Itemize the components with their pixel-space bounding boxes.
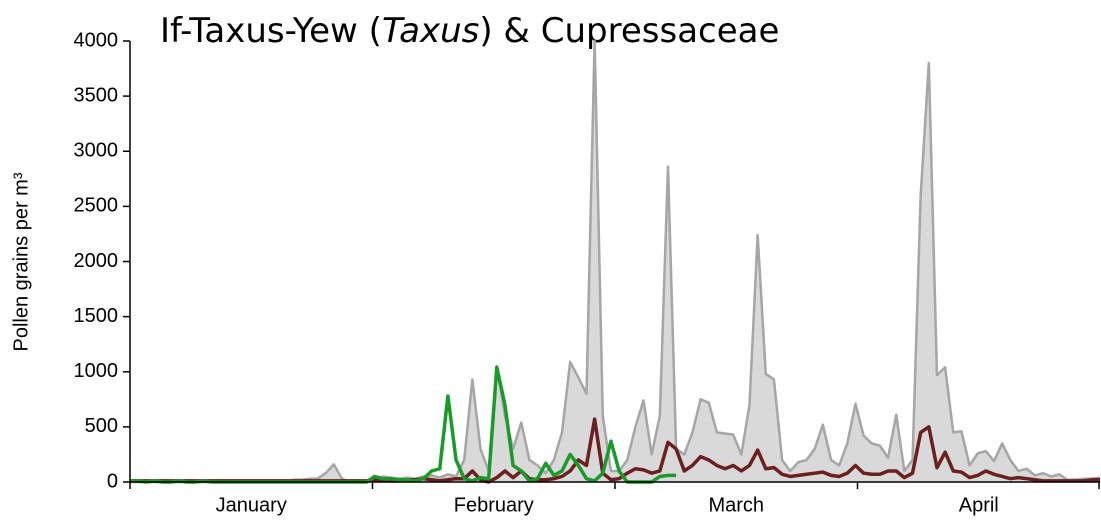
x-tick-label: April: [959, 494, 999, 516]
x-tick-label: February: [454, 494, 534, 516]
y-tick-label: 3000: [74, 140, 119, 162]
y-axis-label: Pollen grains per m³: [10, 172, 32, 351]
area-fill: [130, 41, 1100, 482]
title-part: If-Taxus-Yew (: [160, 11, 382, 51]
y-tick-label: 1500: [74, 305, 119, 327]
y-tick-label: 4000: [74, 29, 119, 51]
chart-title: If-Taxus-Yew (Taxus) & Cupressaceae: [160, 11, 779, 51]
title-part: ) & Cupressaceae: [479, 11, 779, 51]
y-tick-label: 2500: [74, 195, 119, 217]
y-tick-label: 3500: [74, 84, 119, 106]
x-tick-label: January: [216, 494, 287, 516]
y-tick-label: 500: [85, 415, 118, 437]
title-part: Taxus: [382, 11, 479, 51]
y-tick-label: 1000: [74, 360, 119, 382]
series-line: [130, 39, 1101, 484]
y-tick-label: 2000: [74, 250, 119, 272]
y-tick-label: 0: [107, 470, 118, 492]
x-tick-label: March: [708, 494, 764, 516]
